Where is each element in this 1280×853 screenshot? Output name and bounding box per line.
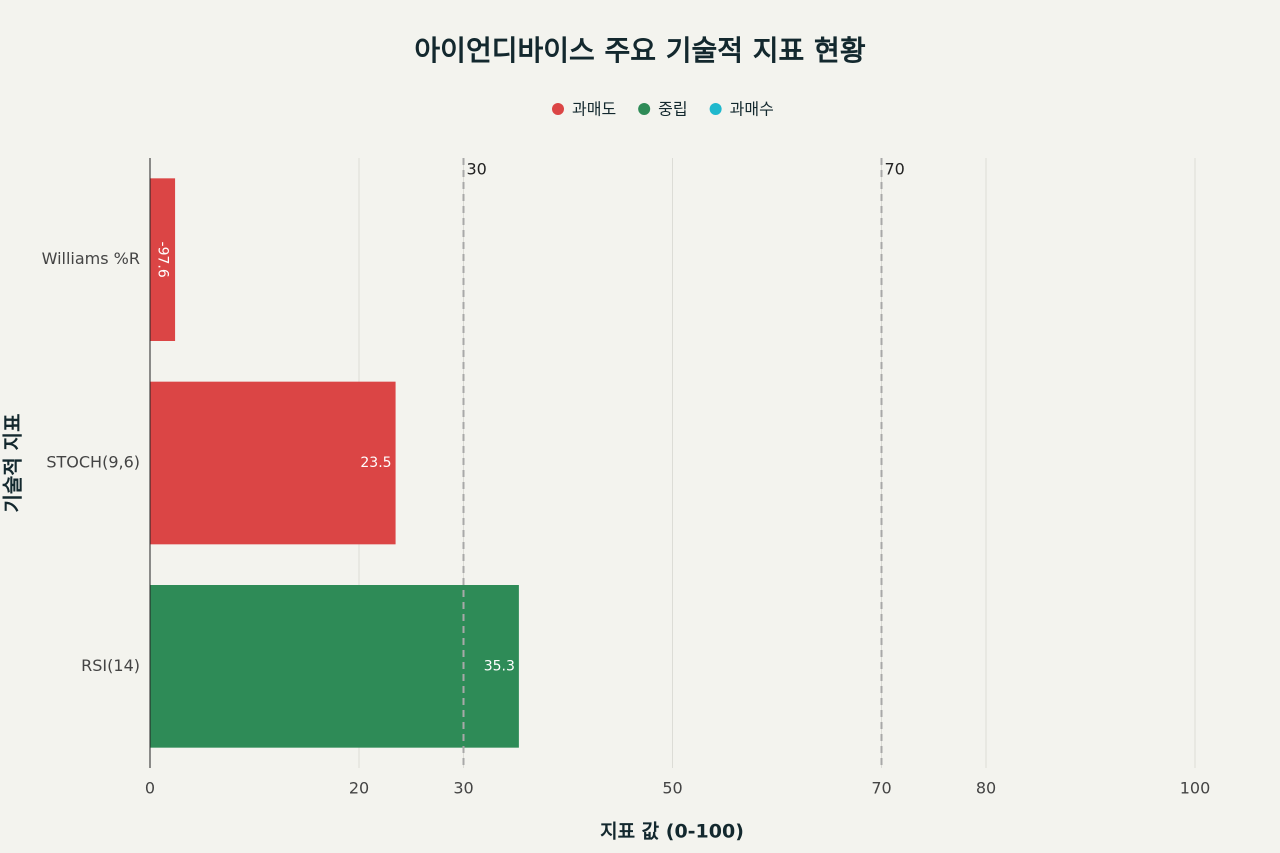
legend-label: 과매도 [572, 100, 616, 119]
value-label: -97.6 [155, 242, 171, 278]
y-tick-label: RSI(14) [81, 656, 140, 675]
x-tick-label: 50 [662, 779, 682, 798]
bar [150, 178, 176, 341]
bar [150, 585, 519, 748]
y-tick-label: Williams %R [42, 249, 140, 268]
value-label: 23.5 [360, 455, 391, 471]
legend-swatch [552, 103, 564, 115]
x-tick-label: 70 [871, 779, 891, 798]
legend-label: 과매수 [730, 100, 774, 119]
chart-title: 아이언디바이스 주요 기술적 지표 현황 [414, 34, 865, 67]
legend-label: 중립 [658, 100, 687, 119]
x-tick-label: 80 [976, 779, 996, 798]
y-axis-title: 기술적 지표 [1, 414, 25, 513]
x-tick-label: 0 [145, 779, 155, 798]
legend-swatch [638, 103, 651, 115]
reference-label: 70 [885, 160, 905, 179]
legend-swatch [709, 103, 722, 115]
value-label: 35.3 [484, 658, 515, 674]
reference-label: 30 [467, 160, 487, 179]
y-tick-label: STOCH(9,6) [46, 453, 140, 472]
x-tick-label: 30 [453, 779, 473, 798]
bar [150, 381, 396, 545]
x-tick-label: 20 [349, 779, 369, 798]
x-tick-label: 100 [1180, 779, 1211, 798]
x-axis-title: 지표 값 (0-100) [600, 821, 744, 843]
